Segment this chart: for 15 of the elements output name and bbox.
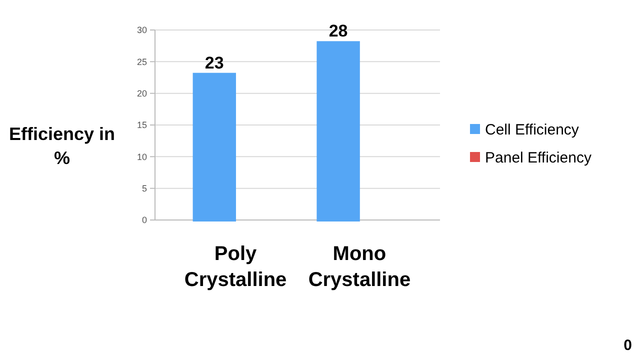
- legend-label: Cell Efficiency: [485, 121, 580, 138]
- text: 0: [624, 337, 632, 354]
- x-tick-label: Mono Crystalline: [308, 243, 411, 291]
- y-tick-label: 20: [136, 88, 147, 98]
- data-label: 28: [328, 22, 348, 41]
- legend-label: Panel Efficiency: [485, 149, 592, 166]
- x-tick-label: Poly Crystalline: [184, 243, 287, 291]
- y-tick-label: 10: [136, 152, 147, 162]
- data-label: 23: [204, 53, 224, 72]
- y-tick-label: 5: [142, 183, 147, 194]
- y-axis-title: Efficiency in %: [8, 124, 116, 168]
- y-tick-label: 0: [142, 215, 147, 226]
- y-tick-label: 15: [136, 120, 147, 130]
- y-tick-label: 30: [136, 25, 147, 36]
- y-tick-label: 25: [136, 56, 147, 67]
